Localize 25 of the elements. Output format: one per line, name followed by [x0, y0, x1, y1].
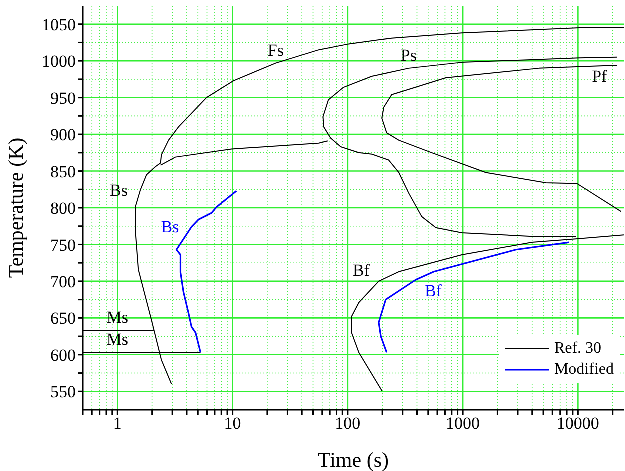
y-tick-label: 650 — [50, 309, 76, 328]
x-tick-label: 10 — [224, 414, 242, 434]
annotation: Fs — [268, 40, 284, 60]
annotation: Bf — [352, 260, 370, 280]
y-tick-label: 550 — [50, 382, 76, 402]
y-tick-label: 750 — [50, 236, 76, 255]
annotation: Ps — [400, 46, 418, 65]
x-tick-label: 100 — [335, 414, 361, 434]
annotation: Pf — [592, 67, 608, 86]
y-tick-label: 700 — [50, 272, 76, 292]
y-tick-label: 850 — [50, 162, 76, 182]
y-tick-label: 950 — [50, 88, 76, 108]
legend-label: Ref. 30 — [554, 340, 602, 358]
x-tick-label: 1000 — [446, 414, 480, 434]
y-tick-label: 600 — [50, 346, 76, 365]
y-tick-label: 800 — [50, 199, 76, 218]
legend-label: Modified — [554, 360, 614, 378]
annotation: Bf — [424, 281, 442, 300]
x-tick-label: 10000 — [556, 414, 600, 434]
annotation: Bs — [161, 218, 180, 237]
y-tick-label: 900 — [50, 126, 76, 145]
y-tick-label: 1000 — [42, 52, 76, 72]
y-axis-title: Temperature (K) — [4, 138, 28, 278]
y-tick-label: 1050 — [42, 15, 76, 34]
x-tick-label: 1 — [113, 414, 122, 434]
